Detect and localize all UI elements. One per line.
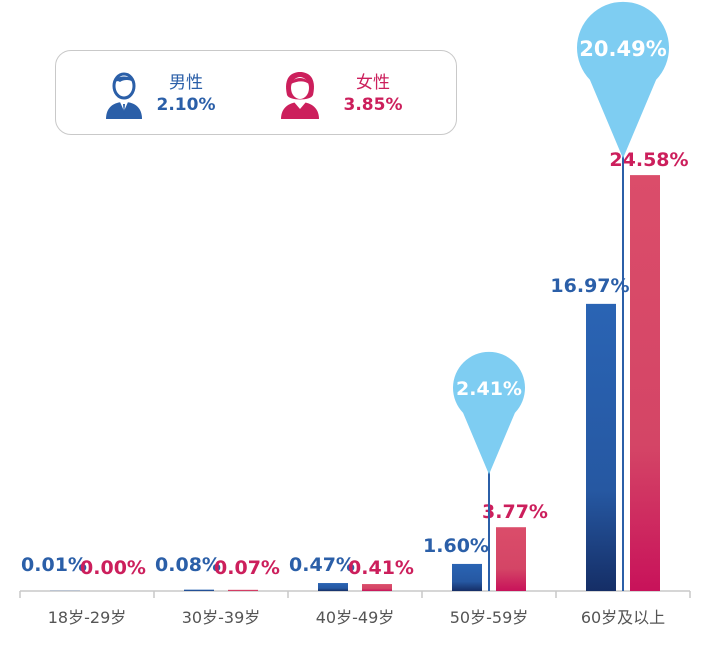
legend-label-female: 女性 <box>356 73 390 93</box>
data-label-male: 1.60% <box>423 535 489 557</box>
bar-male <box>586 303 616 591</box>
bar-male <box>318 583 348 591</box>
data-label-female: 24.58% <box>609 149 688 171</box>
male-user-icon <box>106 72 142 119</box>
data-label-male: 0.47% <box>289 554 355 576</box>
total-label: 20.49% <box>579 37 666 61</box>
total-pin-marker <box>577 1 669 159</box>
data-label-male: 0.01% <box>21 554 87 576</box>
legend-box: 男性 2.10% 女性 3.85% <box>55 50 457 135</box>
female-user-icon <box>281 72 319 119</box>
x-tick-label: 18岁-29岁 <box>48 608 127 627</box>
x-tick-label: 30岁-39岁 <box>182 608 261 627</box>
legend-label-male: 男性 <box>169 73 203 93</box>
bar-male <box>452 563 482 591</box>
data-label-female: 0.00% <box>80 557 146 579</box>
bar-female <box>362 584 392 591</box>
bar-male <box>184 589 214 591</box>
x-tick-label: 50岁-59岁 <box>450 608 529 627</box>
x-tick-label: 60岁及以上 <box>581 608 665 627</box>
legend-value-female: 3.85% <box>343 95 403 115</box>
legend-value-male: 2.10% <box>156 95 216 115</box>
data-label-female: 0.41% <box>348 557 414 579</box>
bar-female <box>228 589 258 591</box>
total-pin-marker <box>453 351 525 475</box>
data-label-male: 0.08% <box>155 554 221 576</box>
total-label: 2.41% <box>456 378 522 400</box>
data-label-female: 3.77% <box>482 501 548 523</box>
x-tick-label: 40岁-49岁 <box>316 608 395 627</box>
data-label-male: 16.97% <box>550 275 629 297</box>
bar-female <box>630 175 660 592</box>
data-label-female: 0.07% <box>214 557 280 579</box>
bar-female <box>496 527 526 591</box>
